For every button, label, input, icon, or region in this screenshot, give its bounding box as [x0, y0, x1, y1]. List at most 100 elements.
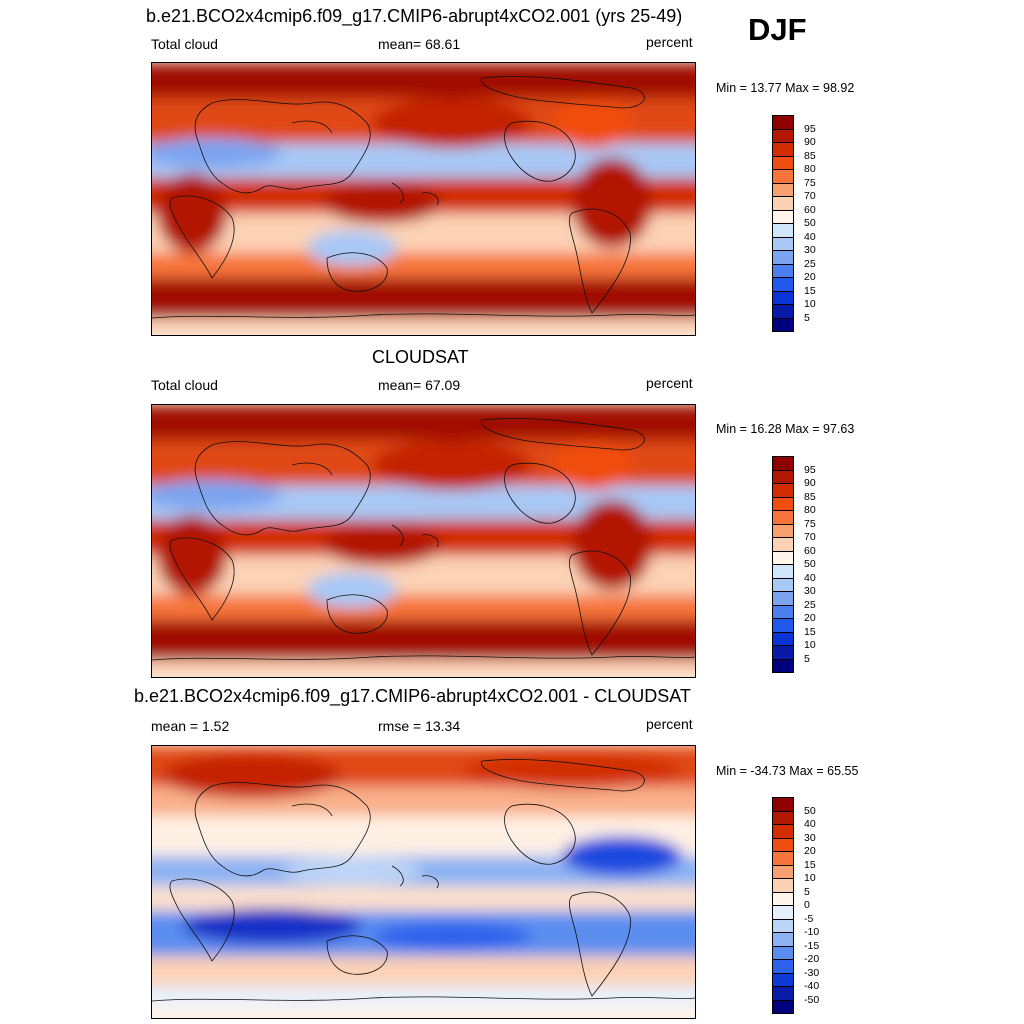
colorbar-swatch — [772, 550, 794, 565]
colorbar-tick-label: 10 — [804, 639, 816, 651]
colorbar-swatch — [772, 236, 794, 251]
colorbar-tick-label: 15 — [804, 858, 816, 871]
map-plot — [151, 404, 696, 678]
colorbar-swatch — [772, 972, 794, 987]
colorbar-tick-label: 15 — [804, 625, 816, 638]
colorbar-swatch — [772, 878, 794, 892]
colorbar-swatch — [772, 837, 794, 852]
colorbar-swatch — [772, 115, 794, 129]
colorbar-swatch — [772, 304, 794, 318]
panel-left-label: Total cloud — [151, 36, 218, 52]
colorbar-swatch — [772, 959, 794, 973]
colorbar-tick-label: 95 — [804, 463, 816, 476]
colorbar-tick-label: 40 — [804, 230, 816, 243]
colorbar-swatch — [772, 918, 794, 933]
colorbar-swatch — [772, 128, 794, 143]
colorbar-swatch — [772, 810, 794, 825]
colorbar-swatch — [772, 591, 794, 605]
colorbar-swatch — [772, 905, 794, 919]
panel-left-label: Total cloud — [151, 377, 218, 393]
colorbar-swatch — [772, 824, 794, 838]
colorbar-tick-label: 80 — [804, 504, 816, 516]
colorbar-swatch — [772, 182, 794, 197]
map-field — [152, 405, 695, 677]
colorbar-tick-label: -15 — [804, 939, 820, 952]
colorbar-swatch — [772, 250, 794, 264]
panel-title: CLOUDSAT — [372, 347, 469, 367]
colorbar-tick-label: 50 — [804, 558, 816, 570]
colorbar-swatch — [772, 277, 794, 291]
colorbar-swatch — [772, 604, 794, 619]
map-field — [152, 63, 695, 335]
colorbar-tick-label: -30 — [804, 966, 820, 979]
colorbar-tick-label: -40 — [804, 980, 820, 992]
colorbar-tick-label: 50 — [804, 217, 816, 229]
colorbar-swatch — [772, 142, 794, 156]
colorbar-swatch — [772, 317, 794, 332]
panel-units-label: percent — [646, 716, 693, 732]
colorbar-swatch — [772, 864, 794, 879]
colorbar-tick-label: 30 — [804, 585, 816, 597]
colorbar-swatch — [772, 209, 794, 224]
panel-title: b.e21.BCO2x4cmip6.f09_g17.CMIP6-abrupt4x… — [146, 6, 683, 26]
colorbar-swatch — [772, 537, 794, 551]
colorbar-swatch — [772, 999, 794, 1014]
map-plot — [151, 745, 696, 1019]
colorbar-tick-label: 25 — [804, 257, 816, 270]
colorbar-tick-label: 10 — [804, 872, 816, 884]
colorbar-swatch — [772, 658, 794, 673]
colorbar-swatch — [772, 577, 794, 592]
colorbar-swatch — [772, 945, 794, 960]
panel-minmax: Min = 16.28 Max = 97.63 — [716, 422, 855, 436]
colorbar-tick-label: 5 — [804, 885, 810, 898]
colorbar-swatch — [772, 932, 794, 946]
colorbar-tick-label: 40 — [804, 571, 816, 584]
colorbar-tick-label: 85 — [804, 490, 816, 503]
colorbar-swatch — [772, 469, 794, 484]
colorbar-swatch — [772, 456, 794, 470]
colorbar-tick-label: 30 — [804, 831, 816, 844]
colorbar-swatch — [772, 523, 794, 538]
colorbar-tick-label: 50 — [804, 804, 816, 817]
colorbar-tick-label: 90 — [804, 136, 816, 148]
colorbar-swatch — [772, 851, 794, 865]
panel-mean-label: mean= 67.09 — [378, 377, 461, 393]
colorbar-tick-label: 60 — [804, 544, 816, 557]
colorbar-tick-label: 20 — [804, 612, 816, 624]
panel-left-label: mean = 1.52 — [151, 718, 230, 734]
colorbar-tick-label: 75 — [804, 517, 816, 530]
colorbar-tick-label: 60 — [804, 203, 816, 216]
panel-title: b.e21.BCO2x4cmip6.f09_g17.CMIP6-abrupt4x… — [134, 686, 691, 706]
colorbar-tick-label: 10 — [804, 298, 816, 310]
panel-minmax: Min = -34.73 Max = 65.55 — [716, 764, 859, 778]
colorbar-tick-label: 95 — [804, 122, 816, 135]
season-label: DJF — [748, 12, 807, 47]
colorbar-swatch — [772, 169, 794, 183]
colorbar-swatch — [772, 510, 794, 524]
panel-units-label: percent — [646, 375, 693, 391]
colorbar-swatch — [772, 797, 794, 811]
colorbar-tick-label: 25 — [804, 598, 816, 611]
colorbar-tick-label: 5 — [804, 311, 810, 324]
colorbar-tick-label: 75 — [804, 176, 816, 189]
colorbar-swatch — [772, 645, 794, 659]
colorbar-swatch — [772, 891, 794, 906]
colorbar-swatch — [772, 263, 794, 278]
colorbar-tick-label: 70 — [804, 531, 816, 543]
panel-units-label: percent — [646, 34, 693, 50]
colorbar-swatch — [772, 564, 794, 578]
colorbar-tick-label: 30 — [804, 244, 816, 256]
colorbar-tick-label: 70 — [804, 190, 816, 202]
colorbar-swatch — [772, 155, 794, 170]
colorbar-tick-label: -10 — [804, 926, 820, 938]
colorbar-swatch — [772, 483, 794, 497]
colorbar-tick-label: 0 — [804, 899, 810, 911]
colorbar-tick-label: 20 — [804, 271, 816, 283]
colorbar-tick-label: -50 — [804, 993, 820, 1006]
colorbar-tick-label: -5 — [804, 912, 814, 925]
colorbar-tick-label: 40 — [804, 818, 816, 830]
colorbar-swatch — [772, 631, 794, 646]
colorbar-swatch — [772, 223, 794, 237]
colorbar-tick-label: 20 — [804, 845, 816, 857]
colorbar-tick-label: 15 — [804, 284, 816, 297]
